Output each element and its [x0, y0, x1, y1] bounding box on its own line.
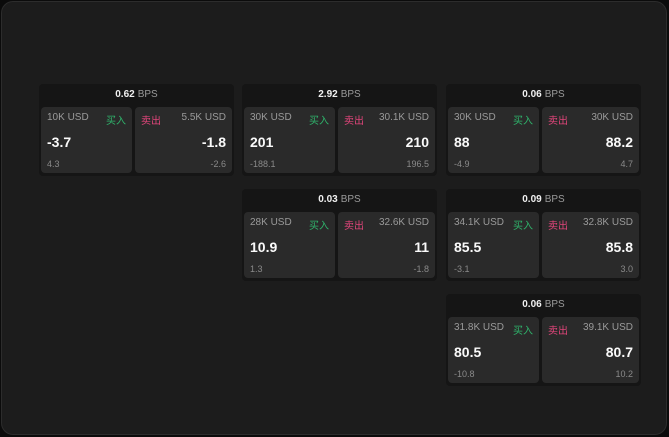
- ask-change: 4.7: [620, 159, 633, 169]
- bid-change: -188.1: [250, 159, 276, 169]
- quote-card: 0.09 BPS 34.1K USD 买入 85.5 -3.1 卖出 32.8K US…: [446, 189, 641, 281]
- ask-price: 210: [405, 134, 429, 150]
- bid-price: 10.9: [250, 239, 278, 255]
- ask-size: 39.1K USD: [582, 322, 633, 333]
- ask-price: 80.7: [605, 344, 633, 360]
- spread-unit: BPS: [340, 194, 361, 205]
- ask-size: 5.5K USD: [181, 112, 226, 123]
- ask-price: 88.2: [605, 134, 633, 150]
- sell-panel[interactable]: 卖出 30K USD 88.2 4.7: [542, 107, 639, 173]
- ask-price: 85.8: [605, 239, 633, 255]
- bid-size: 34.1K USD: [454, 217, 505, 228]
- spread-value: 2.92: [318, 89, 338, 100]
- sell-panel[interactable]: 卖出 5.5K USD -1.8 -2.6: [135, 107, 232, 173]
- quote-card: 0.06 BPS 31.8K USD 买入 80.5 -10.8 卖出 39.1K U…: [446, 294, 641, 386]
- spread-value: 0.62: [115, 89, 135, 100]
- ask-size: 30.1K USD: [378, 112, 429, 123]
- ask-size: 32.8K USD: [582, 217, 633, 228]
- bid-price: 85.5: [454, 239, 482, 255]
- bid-price: 88: [454, 134, 470, 150]
- spread-header: 0.06 BPS: [446, 294, 641, 316]
- spread-header: 0.06 BPS: [446, 84, 641, 106]
- quote-card: 0.03 BPS 28K USD 买入 10.9 1.3 卖出 32.6K USD 1…: [242, 189, 437, 281]
- sell-label: 卖出: [548, 221, 568, 232]
- ask-size: 32.6K USD: [378, 217, 429, 228]
- buy-panel[interactable]: 31.8K USD 买入 80.5 -10.8: [448, 317, 539, 383]
- sell-panel[interactable]: 卖出 30.1K USD 210 196.5: [338, 107, 435, 173]
- spread-value: 0.06: [522, 89, 542, 100]
- spread-header: 2.92 BPS: [242, 84, 437, 106]
- bid-change: 4.3: [47, 159, 60, 169]
- bid-size: 30K USD: [454, 112, 496, 123]
- quote-card: 0.62 BPS 10K USD 买入 -3.7 4.3 卖出 5.5K USD -1…: [39, 84, 234, 176]
- bid-size: 30K USD: [250, 112, 292, 123]
- bid-price: 80.5: [454, 344, 482, 360]
- sell-label: 卖出: [141, 116, 161, 127]
- buy-label: 买入: [513, 326, 533, 337]
- sell-label: 卖出: [548, 326, 568, 337]
- ask-change: -1.8: [413, 264, 429, 274]
- bid-change: -4.9: [454, 159, 470, 169]
- sell-panel[interactable]: 卖出 39.1K USD 80.7 10.2: [542, 317, 639, 383]
- sell-label: 卖出: [344, 116, 364, 127]
- buy-label: 买入: [513, 116, 533, 127]
- buy-panel[interactable]: 28K USD 买入 10.9 1.3: [244, 212, 335, 278]
- buy-label: 买入: [309, 116, 329, 127]
- ask-change: 10.2: [615, 369, 633, 379]
- bid-price: 201: [250, 134, 274, 150]
- sell-panel[interactable]: 卖出 32.6K USD 11 -1.8: [338, 212, 435, 278]
- spread-value: 0.03: [318, 194, 338, 205]
- bid-change: -3.1: [454, 264, 470, 274]
- bid-size: 10K USD: [47, 112, 89, 123]
- quote-card: 2.92 BPS 30K USD 买入 201 -188.1 卖出 30.1K USD…: [242, 84, 437, 176]
- ask-change: 3.0: [620, 264, 633, 274]
- sell-label: 卖出: [344, 221, 364, 232]
- bid-change: -10.8: [454, 369, 475, 379]
- quote-card: 0.06 BPS 30K USD 买入 88 -4.9 卖出 30K USD 88.2…: [446, 84, 641, 176]
- buy-panel[interactable]: 34.1K USD 买入 85.5 -3.1: [448, 212, 539, 278]
- sell-panel[interactable]: 卖出 32.8K USD 85.8 3.0: [542, 212, 639, 278]
- spread-unit: BPS: [340, 89, 361, 100]
- bid-size: 28K USD: [250, 217, 292, 228]
- spread-unit: BPS: [544, 299, 565, 310]
- spread-value: 0.06: [522, 299, 542, 310]
- spread-header: 0.09 BPS: [446, 189, 641, 211]
- ask-price: 11: [414, 239, 429, 255]
- buy-panel[interactable]: 10K USD 买入 -3.7 4.3: [41, 107, 132, 173]
- spread-unit: BPS: [544, 194, 565, 205]
- bid-size: 31.8K USD: [454, 322, 505, 333]
- sell-label: 卖出: [548, 116, 568, 127]
- buy-label: 买入: [513, 221, 533, 232]
- spread-unit: BPS: [544, 89, 565, 100]
- spread-header: 0.03 BPS: [242, 189, 437, 211]
- buy-label: 买入: [106, 116, 126, 127]
- spread-header: 0.62 BPS: [39, 84, 234, 106]
- ask-change: -2.6: [210, 159, 226, 169]
- spread-unit: BPS: [137, 89, 158, 100]
- ask-change: 196.5: [406, 159, 429, 169]
- spread-value: 0.09: [522, 194, 542, 205]
- ask-size: 30K USD: [591, 112, 633, 123]
- buy-label: 买入: [309, 221, 329, 232]
- ask-price: -1.8: [201, 134, 226, 150]
- buy-panel[interactable]: 30K USD 买入 88 -4.9: [448, 107, 539, 173]
- bid-change: 1.3: [250, 264, 263, 274]
- buy-panel[interactable]: 30K USD 买入 201 -188.1: [244, 107, 335, 173]
- bid-price: -3.7: [47, 134, 72, 150]
